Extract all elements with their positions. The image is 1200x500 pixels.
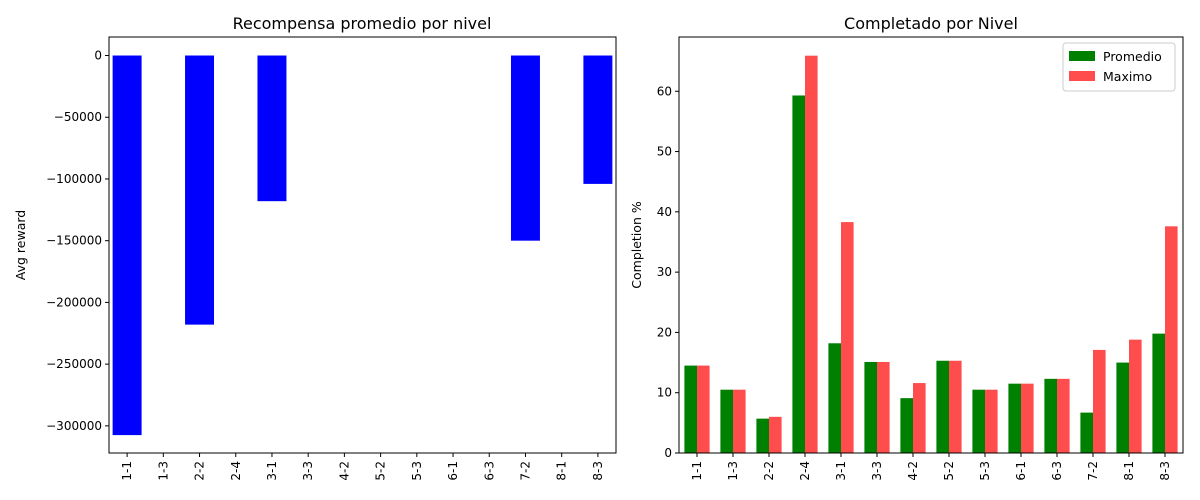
chart-title: Recompensa promedio por nivel (233, 14, 492, 33)
bar (112, 55, 142, 436)
y-tick-label: 10 (657, 386, 672, 400)
bar (1008, 383, 1021, 453)
bar (756, 418, 769, 453)
bar (733, 389, 746, 453)
x-tick-label: 1-1 (120, 461, 134, 481)
bar (1021, 383, 1034, 453)
bar (792, 95, 805, 453)
bars (112, 55, 613, 436)
bar (972, 389, 985, 453)
y-axis-label: Avg reward (13, 210, 28, 280)
bar (1116, 362, 1129, 453)
bar (583, 55, 613, 184)
y-tick-label: 50 (657, 145, 672, 159)
x-tick-label: 3-1 (834, 461, 848, 481)
bar (828, 343, 841, 453)
y-tick-label: −50000 (54, 110, 102, 124)
x-tick-label: 6-1 (1014, 461, 1028, 481)
bar (864, 361, 877, 453)
y-tick-label: −300000 (46, 419, 102, 433)
y-tick-label: −250000 (46, 357, 102, 371)
x-tick-label: 3-3 (301, 461, 315, 481)
x-tick-label: 5-2 (942, 461, 956, 481)
bars (684, 55, 1178, 454)
bar (949, 360, 962, 453)
bar (1152, 333, 1165, 453)
bar (805, 55, 818, 454)
x-tick-label: 8-1 (1122, 461, 1136, 481)
x-tick-label: 7-2 (518, 461, 532, 481)
plot-frame (108, 36, 617, 454)
bar (257, 55, 287, 202)
x-ticks: 1-1 1-3 2-2 2-4 3-1 3-3 4-2 5-2 5-3 6-1 6-3 7-2 8-1 8… (690, 453, 1172, 481)
y-ticks: 0 −50000 −100000 −150000 −200000 −250000 −3000… (46, 49, 109, 433)
x-tick-label: 6-1 (446, 461, 460, 481)
bar (1057, 378, 1070, 453)
x-tick-label: 5-2 (374, 461, 388, 481)
legend-label: Maximo (1103, 69, 1152, 84)
y-tick-label: 20 (657, 325, 672, 339)
bar (913, 383, 926, 453)
bar (1044, 378, 1057, 453)
y-tick-label: 0 (664, 446, 672, 460)
x-tick-label: 7-2 (1086, 461, 1100, 481)
y-tick-label: 0 (94, 49, 102, 63)
x-tick-label: 8-1 (555, 461, 569, 481)
legend-label: Promedio (1103, 49, 1162, 64)
x-tick-label: 6-3 (482, 461, 496, 481)
x-tick-label: 1-1 (690, 461, 704, 481)
bar (1165, 226, 1178, 453)
y-tick-label: 60 (657, 84, 672, 98)
bar (1080, 412, 1093, 453)
x-ticks: 1-1 1-3 2-2 2-4 3-1 3-3 4-2 5-2 5-3 6-1 6-3 7-2 8-1 8… (120, 453, 605, 481)
bar (769, 416, 782, 453)
bar (877, 361, 890, 453)
y-ticks: 0 10 20 30 40 50 60 (657, 84, 679, 460)
bar (510, 55, 540, 241)
x-tick-label: 2-2 (193, 461, 207, 481)
bar (697, 365, 710, 453)
y-tick-label: −200000 (46, 295, 102, 309)
plot-frame (678, 36, 1184, 454)
completion-chart: Completado por Nivel Completion % 0 10 20 3… (629, 14, 1184, 481)
bar (900, 398, 913, 453)
x-tick-label: 8-3 (591, 461, 605, 481)
x-tick-label: 1-3 (156, 461, 170, 481)
bar (1129, 339, 1142, 453)
legend-swatch (1069, 71, 1095, 81)
bar (1093, 349, 1106, 453)
x-tick-label: 6-3 (1050, 461, 1064, 481)
legend: Promedio Maximo (1062, 42, 1176, 92)
reward-chart: Recompensa promedio por nivel Avg reward… (13, 14, 617, 481)
bar (936, 360, 949, 453)
x-tick-label: 8-3 (1158, 461, 1172, 481)
x-tick-label: 2-2 (762, 461, 776, 481)
x-tick-label: 4-2 (906, 461, 920, 481)
x-tick-label: 3-1 (265, 461, 279, 481)
x-tick-label: 5-3 (978, 461, 992, 481)
y-tick-label: 40 (657, 205, 672, 219)
chart-title: Completado por Nivel (844, 14, 1018, 33)
bar (720, 389, 733, 453)
y-tick-label: 30 (657, 265, 672, 279)
bar (185, 55, 215, 325)
x-tick-label: 2-4 (798, 461, 812, 481)
x-tick-label: 5-3 (410, 461, 424, 481)
x-tick-label: 2-4 (229, 461, 243, 481)
bar (684, 365, 697, 453)
bar (841, 222, 854, 453)
x-tick-label: 3-3 (870, 461, 884, 481)
legend-swatch (1069, 51, 1095, 61)
bar (985, 389, 998, 453)
y-axis-label: Completion % (629, 201, 644, 289)
x-tick-label: 1-3 (726, 461, 740, 481)
y-tick-label: −100000 (46, 172, 102, 186)
x-tick-label: 4-2 (337, 461, 351, 481)
y-tick-label: −150000 (46, 234, 102, 248)
